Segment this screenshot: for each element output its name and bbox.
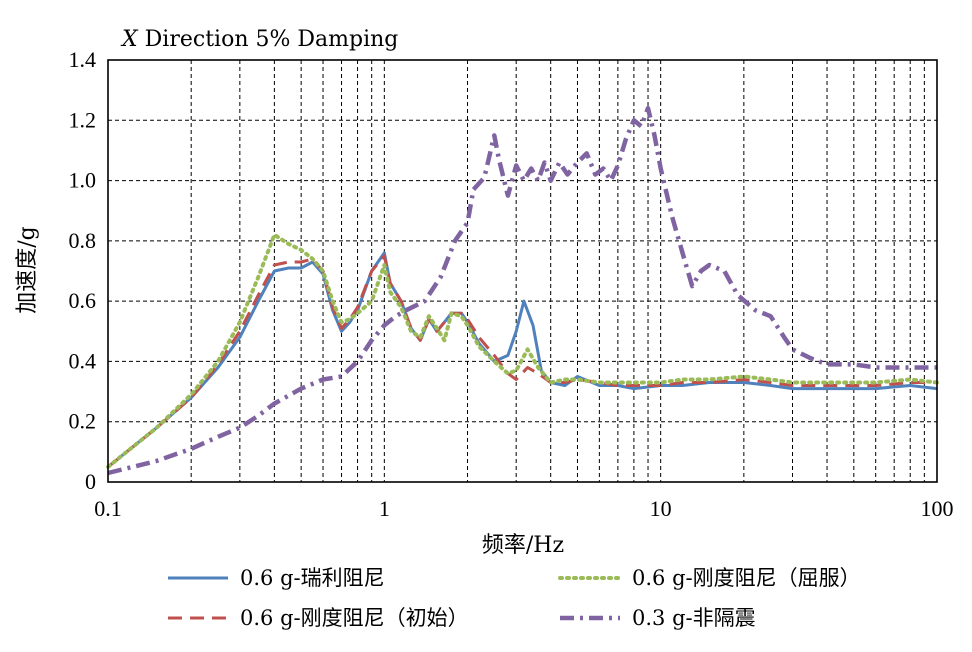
legend-label-4: 0.3 g-非隔震 xyxy=(632,606,756,630)
x-tick-label: 10 xyxy=(650,496,672,521)
y-tick-label: 1.2 xyxy=(69,107,97,132)
y-tick-label: 0.2 xyxy=(69,409,97,434)
y-tick-label: 0 xyxy=(85,469,96,494)
y-tick-label: 0.4 xyxy=(69,348,97,373)
plot-frame xyxy=(107,59,938,483)
x-axis-label: 频率/Hz xyxy=(482,533,564,558)
legend: 0.6 g-瑞利阻尼 0.6 g-刚度阻尼（初始） 0.6 g-刚度阻尼（屈服） 0.… xyxy=(168,566,861,630)
x-tick-label: 100 xyxy=(921,496,954,521)
chart-title: X Direction 5% Damping xyxy=(120,27,398,52)
legend-label-1: 0.6 g-瑞利阻尼 xyxy=(240,566,385,590)
y-tick-label: 1.4 xyxy=(69,47,97,72)
y-tick-label: 0.6 xyxy=(69,288,97,313)
series-lines xyxy=(106,105,939,476)
legend-label-3: 0.6 g-刚度阻尼（屈服） xyxy=(632,566,861,590)
chart-title-italic: X xyxy=(120,27,139,52)
y-tick-label: 1.0 xyxy=(69,168,97,193)
x-tick-label: 0.1 xyxy=(94,496,122,521)
series-line-3 xyxy=(106,232,939,469)
tick-labels: 0.1 1 10 100 0 0.2 0.4 0.6 0.8 1.0 1.2 1.4 xyxy=(69,47,954,521)
legend-label-2: 0.6 g-刚度阻尼（初始） xyxy=(240,606,469,630)
x-tick-label: 1 xyxy=(379,496,390,521)
series-line-4 xyxy=(107,105,937,476)
gridlines xyxy=(108,60,937,482)
chart-title-text: Direction 5% Damping xyxy=(138,27,399,52)
y-tick-label: 0.8 xyxy=(69,228,97,253)
y-axis-label: 加速度/g xyxy=(15,226,40,314)
